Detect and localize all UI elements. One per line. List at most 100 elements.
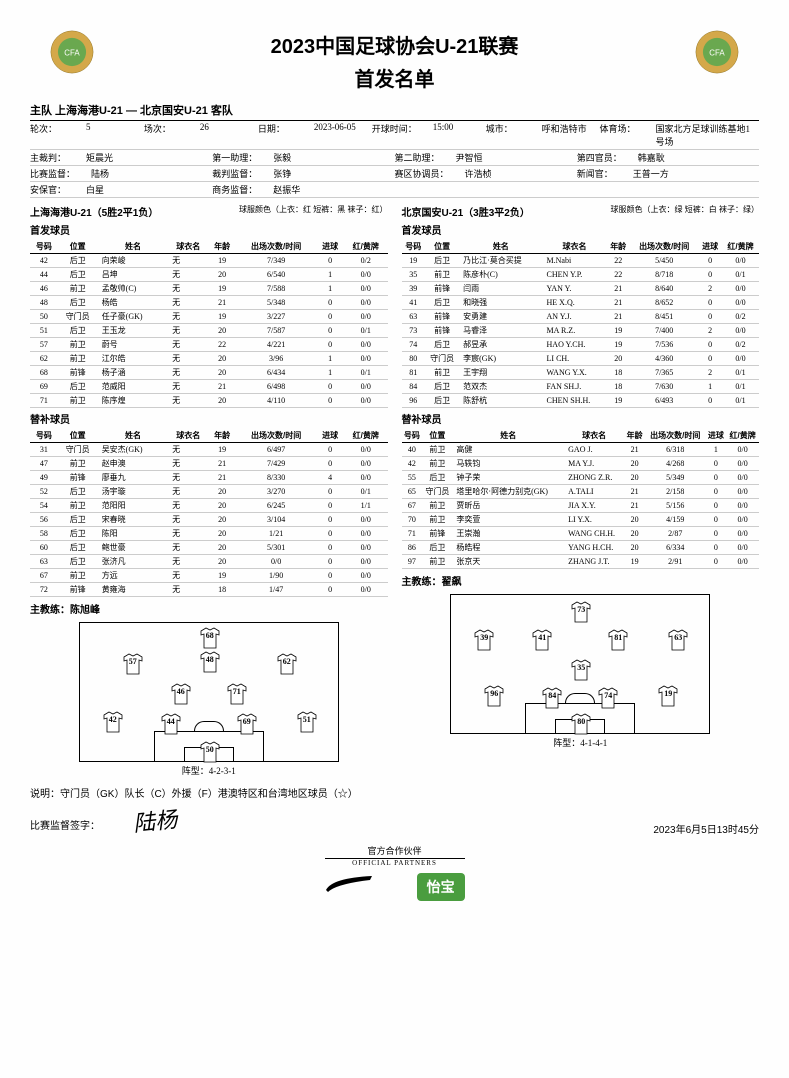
player-cell: 0/0 (726, 485, 759, 499)
player-cell: 2 (698, 282, 722, 296)
player-cell: 2/158 (645, 485, 705, 499)
player-cell: 1 (698, 380, 722, 394)
player-cell: 69 (30, 380, 58, 394)
player-cell: 6/540 (236, 268, 316, 282)
player-cell: 35 (402, 268, 426, 282)
referee-value: 矩晨光 (70, 151, 212, 164)
player-cell: 0/0 (344, 268, 387, 282)
player-cell: 4/159 (645, 513, 705, 527)
player-cell: 20 (208, 499, 236, 513)
player-row: 96后卫陈舒杭CHEN SH.H.196/49300/1 (402, 394, 760, 408)
player-cell: 6/245 (236, 499, 316, 513)
player-cell: 7/400 (630, 324, 698, 338)
player-cell: 后卫 (422, 541, 452, 555)
player-cell: 范双杰 (459, 380, 542, 394)
home-coach: 陈旭峰 (70, 605, 100, 616)
player-cell: 0/0 (344, 443, 387, 457)
player-cell: 钟子荣 (452, 471, 564, 485)
player-cell: 0/2 (344, 254, 387, 268)
ar2-label: 第二助理： (395, 151, 440, 164)
legend: 说明：守门员（GK）队长（C）外援（F）港澳特区和台湾地区球员（☆） (30, 785, 759, 800)
player-cell: 守门员 (58, 310, 98, 324)
player-cell: 塔里哈尔·阿德力别克(GK) (452, 485, 564, 499)
jersey-number: 39 (471, 633, 497, 642)
player-cell: 20 (208, 268, 236, 282)
player-cell: 21 (624, 443, 645, 457)
player-cell: 汤宇璇 (98, 485, 169, 499)
player-cell: 19 (208, 569, 236, 583)
player-cell: 0/0 (722, 296, 759, 310)
ar1-label: 第一助理： (212, 151, 257, 164)
jersey-icon: 57 (120, 653, 146, 675)
player-cell: 0 (316, 583, 344, 597)
player-cell: 20 (208, 527, 236, 541)
col-header: 进球 (698, 240, 722, 254)
player-cell: 0/1 (344, 366, 387, 380)
player-cell: 无 (168, 471, 208, 485)
player-row: 44后卫吕坤无206/54010/0 (30, 268, 388, 282)
player-cell: 前卫 (58, 282, 98, 296)
jersey-icon: 39 (471, 629, 497, 651)
player-row: 49前锋廖垂九无218/33040/0 (30, 471, 388, 485)
player-cell: 前锋 (425, 324, 459, 338)
player-cell: 4/268 (645, 457, 705, 471)
player-cell: 后卫 (58, 513, 98, 527)
player-cell: 陈序煌 (98, 394, 169, 408)
player-cell: 前卫 (58, 394, 98, 408)
player-cell: 无 (168, 310, 208, 324)
col-header: 进球 (316, 240, 344, 254)
player-cell: 19 (208, 254, 236, 268)
player-cell: 马睿泽 (459, 324, 542, 338)
home-starters-table: 号码位置姓名球衣名年龄出场次数/时间进球红/黄牌42后卫向荣峻无197/3490… (30, 240, 388, 408)
jersey-icon: 73 (568, 601, 594, 623)
player-cell: 52 (30, 485, 58, 499)
player-cell: 6/493 (630, 394, 698, 408)
col-header: 姓名 (98, 240, 169, 254)
player-cell: 前卫 (422, 457, 452, 471)
player-row: 40前卫高健GAO J.216/31810/0 (402, 443, 760, 457)
player-cell: 19 (624, 555, 645, 569)
player-cell: YANG H.CH. (564, 541, 624, 555)
jersey-icon: 81 (605, 629, 631, 651)
player-cell: 0 (705, 457, 726, 471)
player-cell: 71 (30, 394, 58, 408)
player-cell: 守门员 (422, 485, 452, 499)
player-cell: 7/349 (236, 254, 316, 268)
player-cell: 6/334 (645, 541, 705, 555)
col-header: 号码 (402, 429, 423, 443)
player-cell: 5/301 (236, 541, 316, 555)
super-value: 陆杨 (75, 167, 212, 180)
jersey-number: 81 (605, 633, 631, 642)
player-cell: 0 (316, 338, 344, 352)
player-cell: AN Y.J. (543, 310, 607, 324)
fourth-value: 韩嘉耿 (622, 151, 759, 164)
timestamp: 2023年6月5日13时45分 (653, 821, 759, 836)
player-cell: 19 (606, 324, 630, 338)
player-cell: 王玉龙 (98, 324, 169, 338)
player-cell: 郝昱承 (459, 338, 542, 352)
player-cell: 44 (30, 268, 58, 282)
player-cell: 4/360 (630, 352, 698, 366)
jersey-icon: 71 (224, 683, 250, 705)
player-cell: 7/536 (630, 338, 698, 352)
player-cell: FAN SH.J. (543, 380, 607, 394)
player-cell: 20 (208, 394, 236, 408)
player-cell: 无 (168, 254, 208, 268)
player-cell: 0/0 (344, 352, 387, 366)
player-cell: 0 (705, 527, 726, 541)
player-cell: 江尔皓 (98, 352, 169, 366)
player-cell: 70 (402, 513, 423, 527)
player-cell: 0/0 (344, 527, 387, 541)
player-cell: 宋春晓 (98, 513, 169, 527)
jersey-number: 69 (234, 717, 260, 726)
player-cell: 80 (402, 352, 426, 366)
fourth-label: 第四官员： (577, 151, 622, 164)
player-cell: HAO Y.CH. (543, 338, 607, 352)
player-cell: 21 (208, 296, 236, 310)
player-cell: 0/0 (726, 513, 759, 527)
player-cell: 0/0 (344, 569, 387, 583)
player-cell: 无 (168, 443, 208, 457)
player-cell: 守门员 (58, 443, 98, 457)
player-cell: 3/270 (236, 485, 316, 499)
player-cell: 63 (402, 310, 426, 324)
